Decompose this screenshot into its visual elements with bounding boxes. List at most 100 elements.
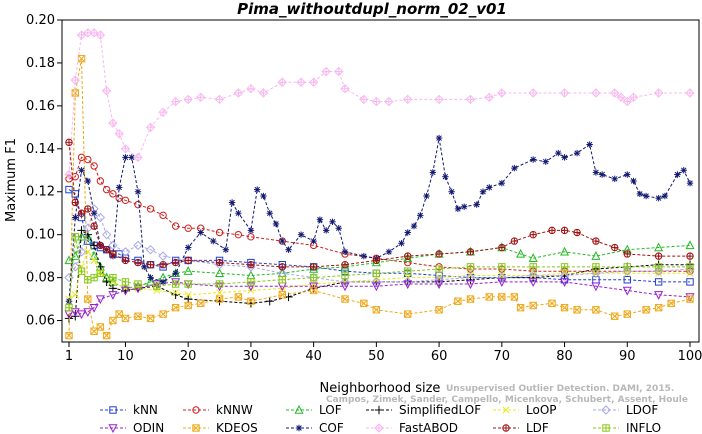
data-point — [404, 267, 412, 275]
data-point — [171, 303, 180, 312]
data-point — [586, 141, 593, 148]
watermark-line-2: Campos, Zimek, Sander, Campello, Micenko… — [326, 395, 688, 405]
data-point — [340, 83, 350, 94]
data-point — [628, 92, 639, 102]
series-line-ldof — [68, 207, 691, 283]
x-tick-label: 90 — [619, 349, 636, 364]
data-point — [184, 256, 192, 265]
data-point — [591, 251, 601, 260]
data-point — [108, 240, 118, 251]
series-line-odin — [68, 281, 691, 315]
data-point — [685, 264, 695, 274]
data-point — [279, 237, 286, 245]
data-point — [321, 66, 331, 77]
data-point — [573, 149, 581, 157]
data-point — [247, 227, 255, 234]
x-tick-label: 40 — [305, 349, 322, 364]
data-point — [591, 268, 601, 279]
data-point — [115, 184, 123, 191]
x-tick-label: 1 — [65, 349, 73, 364]
data-point — [78, 167, 85, 174]
data-point — [210, 237, 217, 245]
legend-label: LOF — [319, 403, 342, 417]
data-point — [234, 293, 243, 301]
data-point — [277, 77, 287, 87]
legend-label: kNNW — [216, 403, 253, 417]
data-point — [404, 252, 412, 260]
data-point — [109, 273, 117, 282]
data-point — [65, 303, 73, 312]
data-point — [498, 293, 506, 301]
data-point — [171, 278, 181, 287]
data-point — [102, 331, 111, 340]
x-tick-label: 20 — [180, 349, 197, 364]
data-point — [591, 282, 601, 292]
legend-label: ODIN — [133, 421, 164, 434]
legend-entry-fastabod: FastABOD — [366, 421, 458, 434]
data-point — [171, 258, 180, 267]
data-point — [215, 258, 224, 267]
data-point — [529, 156, 537, 163]
legend-label: KDEOS — [216, 421, 258, 434]
data-point — [65, 331, 73, 340]
data-point — [372, 269, 381, 278]
data-point — [510, 293, 519, 301]
data-point — [84, 155, 92, 164]
data-point — [465, 280, 475, 290]
legend-marker — [295, 424, 303, 432]
data-point — [108, 118, 118, 128]
data-point — [247, 233, 255, 241]
data-point — [473, 201, 480, 208]
data-point — [196, 92, 206, 102]
data-point — [109, 190, 117, 198]
data-point — [309, 263, 318, 271]
data-point — [77, 226, 86, 235]
data-point — [423, 192, 430, 200]
data-point — [90, 256, 98, 264]
data-point — [309, 263, 319, 273]
data-point — [96, 323, 105, 331]
y-tick-label: 0.08 — [26, 271, 55, 286]
data-point — [77, 209, 86, 217]
legend-entry-cof: COF — [286, 421, 344, 434]
data-point — [121, 256, 130, 265]
data-point — [134, 280, 142, 288]
y-tick-label: 0.10 — [26, 228, 55, 243]
legend-label: kNN — [133, 403, 158, 417]
data-point — [542, 158, 549, 165]
legend-label: FastABOD — [399, 421, 458, 434]
data-point — [258, 88, 269, 98]
legend-entry-lof: LOF — [286, 403, 342, 417]
series-kdeos — [65, 54, 694, 340]
data-point — [360, 299, 368, 308]
data-point — [95, 30, 106, 40]
data-point — [661, 192, 669, 200]
data-point — [77, 310, 87, 320]
data-point — [460, 203, 468, 210]
data-point — [404, 310, 412, 318]
data-point — [341, 271, 349, 280]
data-point — [403, 94, 413, 105]
data-point — [77, 231, 87, 241]
data-point — [90, 327, 98, 335]
data-point — [435, 306, 443, 314]
data-point — [686, 295, 694, 303]
data-point — [529, 230, 537, 239]
data-point — [77, 267, 86, 275]
data-point — [316, 216, 324, 223]
legend-marker — [374, 423, 384, 433]
data-point — [685, 88, 695, 98]
data-point — [84, 276, 92, 284]
data-point — [90, 273, 98, 282]
data-point — [159, 211, 167, 220]
data-point — [71, 173, 79, 181]
data-point — [247, 297, 255, 305]
data-point — [592, 237, 600, 245]
data-point — [246, 83, 256, 94]
data-point — [591, 88, 601, 98]
x-tick-label: 30 — [243, 349, 260, 364]
legend-label: INFLO — [626, 421, 661, 434]
data-point — [102, 245, 111, 254]
data-point — [296, 77, 306, 87]
data-point — [121, 196, 130, 205]
